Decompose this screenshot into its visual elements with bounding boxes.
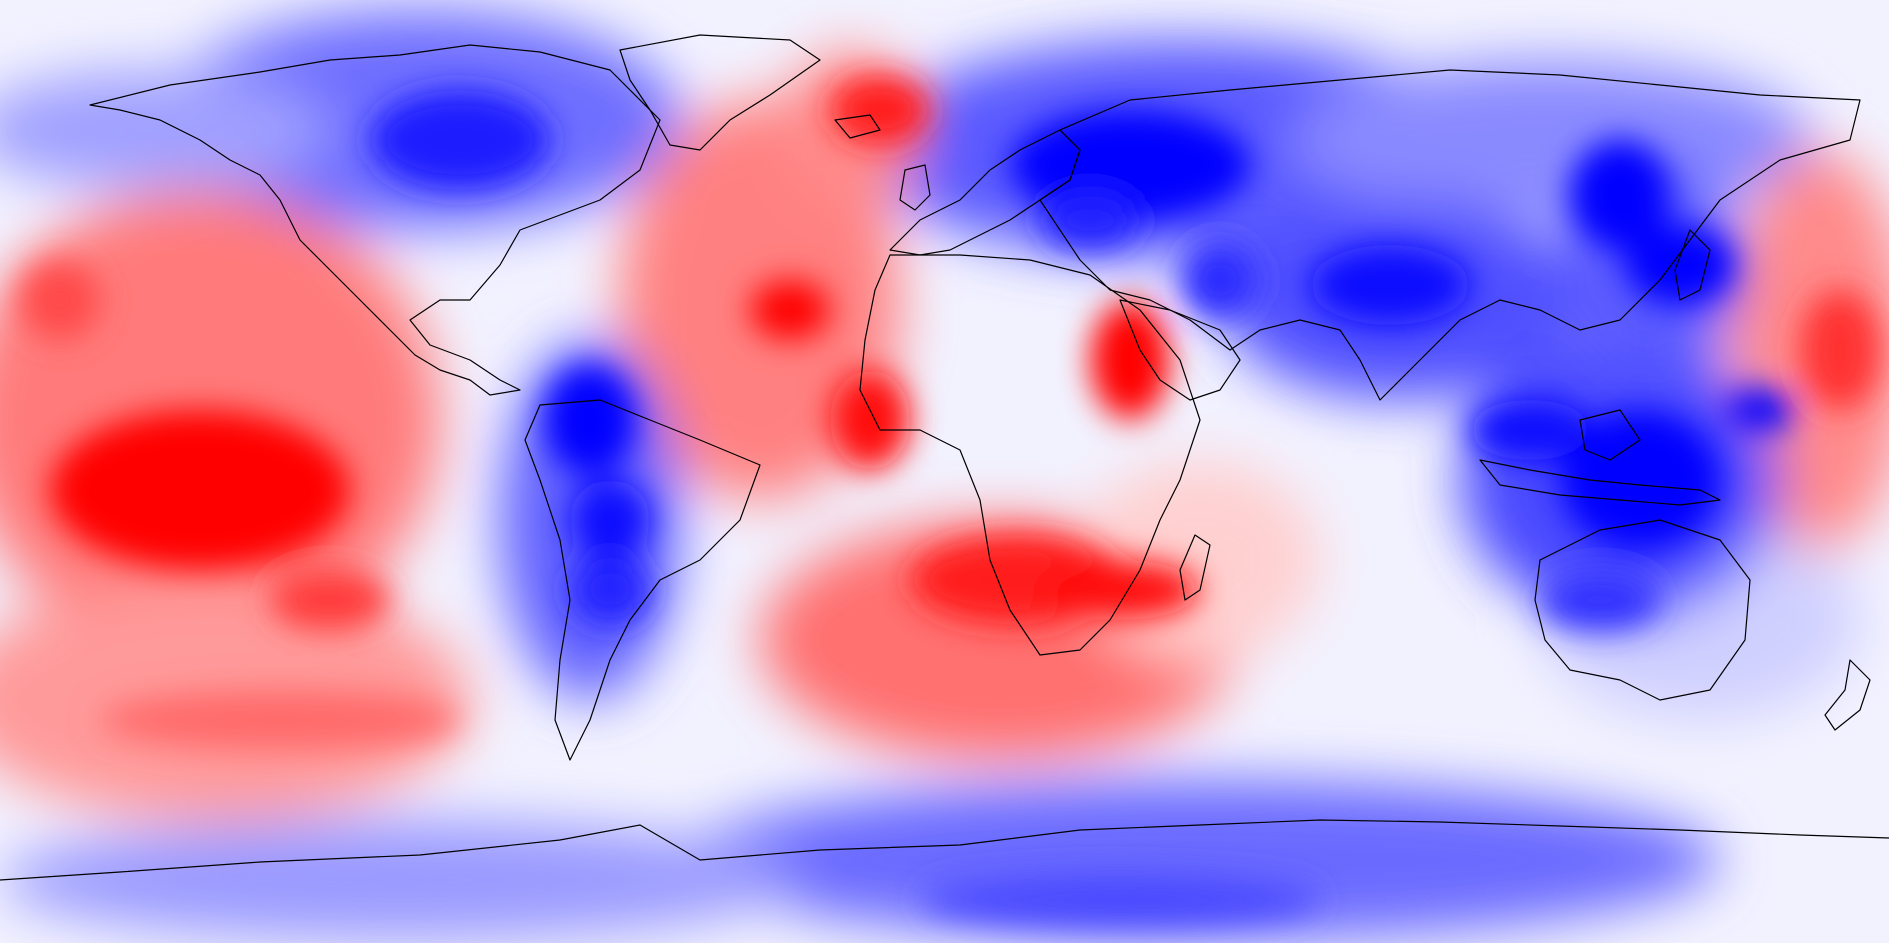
- coastline-iceland: [834, 114, 881, 139]
- coastline-indonesia: [1479, 459, 1721, 506]
- coastline-madagascar: [1179, 534, 1211, 601]
- coastline-borneo: [1579, 409, 1641, 461]
- anomaly-field-soft: [0, 10, 1889, 940]
- coastline-greenland: [619, 34, 821, 151]
- anomaly-field-cores: [20, 75, 1880, 925]
- coastline-new-zealand: [1824, 659, 1871, 731]
- coastline-arabia: [1119, 299, 1241, 401]
- coastline-antarctica: [0, 819, 1889, 881]
- coastline-australia: [1534, 519, 1751, 701]
- coastline-eurasia: [1039, 69, 1861, 401]
- coastline-south-america: [524, 399, 761, 761]
- coastline-british-isles: [899, 164, 931, 211]
- coastline-north-america: [89, 44, 661, 396]
- coastlines: [0, 34, 1889, 881]
- coastline-africa: [859, 254, 1201, 656]
- coastline-japan: [1674, 229, 1711, 301]
